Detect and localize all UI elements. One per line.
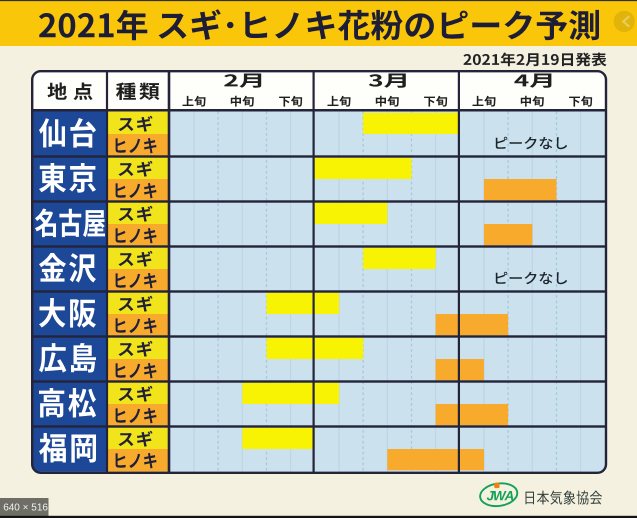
- svg-text:640 × 516: 640 × 516: [3, 503, 48, 514]
